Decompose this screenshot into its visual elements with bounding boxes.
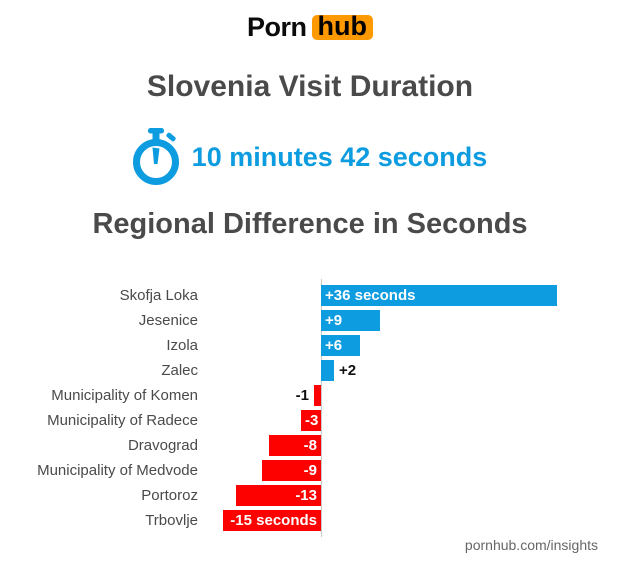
bar-zone: +2 (198, 358, 620, 383)
chart-row: Zalec +2 (0, 358, 620, 383)
bar-zone: -15 seconds (198, 508, 620, 533)
bar: -8 (269, 435, 321, 456)
footer-url: pornhub.com/insights (464, 537, 598, 553)
bar-value-label: +6 (325, 337, 343, 354)
bar-zone: -13 (198, 483, 620, 508)
chart-rows: Skofja Loka +36 seconds Jesenice +9 Izola +6 Z… (0, 283, 620, 533)
bar: -13 (236, 485, 321, 506)
bar-value-label: +2 (339, 362, 357, 379)
bar: -3 (301, 410, 321, 431)
bar: +6 (321, 335, 360, 356)
category-label: Municipality of Komen (51, 387, 198, 404)
category-label: Skofja Loka (119, 287, 198, 304)
category-label: Dravograd (127, 437, 198, 454)
bar: +36 seconds (321, 285, 557, 306)
category-label: Zalec (161, 362, 198, 379)
visit-duration: 10 minutes 42 seconds (0, 128, 620, 186)
bar-value-label: -13 (295, 487, 317, 504)
bar-value-label: +9 (325, 312, 343, 329)
bar-value-label: -1 (295, 387, 309, 404)
bar: -15 seconds (223, 510, 321, 531)
chart-row: Trbovlje -15 seconds (0, 508, 620, 533)
stopwatch-icon (132, 128, 179, 185)
bar: -9 (262, 460, 321, 481)
category-label: Trbovlje (145, 512, 198, 529)
chart-row: Jesenice +9 (0, 308, 620, 333)
bar-zone: -9 (198, 458, 620, 483)
category-label: Municipality of Medvode (37, 462, 198, 479)
bar-zone: +36 seconds (198, 283, 620, 308)
category-label: Municipality of Radece (47, 412, 198, 429)
bar-value-label: -15 seconds (230, 512, 317, 529)
bar-value-label: +36 seconds (325, 287, 416, 304)
visit-duration-text: 10 minutes 42 seconds (191, 141, 488, 172)
bar-value-label: -8 (303, 437, 317, 454)
bar-zone: -8 (198, 433, 620, 458)
pornhub-logo: Porn hub (0, 12, 620, 43)
chart-row: Izola +6 (0, 333, 620, 358)
bar-zone: +6 (198, 333, 620, 358)
axis-line (321, 279, 322, 537)
bar: +9 (321, 310, 380, 331)
category-label: Jesenice (138, 312, 198, 329)
bar (321, 360, 334, 381)
category-label: Izola (166, 337, 198, 354)
category-label: Portoroz (141, 487, 198, 504)
chart-row: Skofja Loka +36 seconds (0, 283, 620, 308)
bar-zone: -1 (198, 383, 620, 408)
chart-row: Municipality of Radece -3 (0, 408, 620, 433)
chart-title: Regional Difference in Seconds (92, 208, 528, 240)
chart-row: Portoroz -13 (0, 483, 620, 508)
bar-chart: Skofja Loka +36 seconds Jesenice +9 Izola +6 Z… (0, 279, 620, 537)
logo-text-porn: Porn (247, 12, 307, 42)
bar-value-label: -3 (305, 412, 319, 429)
bar (314, 385, 321, 406)
bar-zone: +9 (198, 308, 620, 333)
chart-row: Municipality of Komen -1 (0, 383, 620, 408)
bar-value-label: -9 (303, 462, 317, 479)
bar-zone: -3 (198, 408, 620, 433)
logo-text-hub: hub (311, 13, 373, 40)
chart-row: Dravograd -8 (0, 433, 620, 458)
chart-row: Municipality of Medvode -9 (0, 458, 620, 483)
page-title: Slovenia Visit Duration (146, 70, 474, 103)
